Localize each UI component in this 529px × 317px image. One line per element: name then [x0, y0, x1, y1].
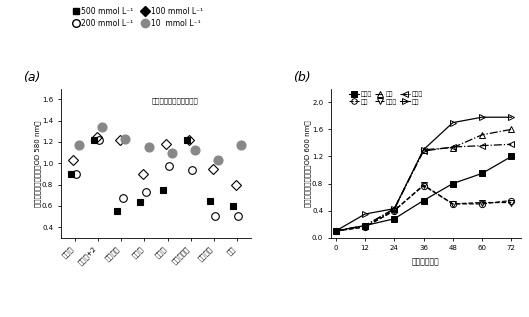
Legend: 半乳糖, 果糖, 蔗糖, 葡萄糖, 麦芽糖, 无糖: 半乳糖, 果糖, 蔗糖, 葡萄糖, 麦芽糖, 无糖: [349, 92, 423, 105]
葡萄糖: [421, 183, 427, 187]
无糖: [362, 212, 368, 216]
Y-axis label: 酵母生长动态（吸光值OD 600 nm）: 酵母生长动态（吸光值OD 600 nm）: [304, 120, 311, 207]
果糖: [333, 229, 339, 233]
麦芽糖: [362, 224, 368, 228]
半乳糖: [391, 217, 397, 221]
半乳糖: [333, 229, 339, 233]
Text: 马黊薯葡萄糖缺脂培养基: 马黊薯葡萄糖缺脂培养基: [152, 98, 198, 104]
麦芽糖: [333, 229, 339, 233]
Line: 无糖: 无糖: [333, 114, 514, 234]
果糖: [479, 202, 485, 206]
麦芽糖: [479, 144, 485, 147]
半乳糖: [479, 171, 485, 175]
半乳糖: [362, 224, 368, 228]
Line: 蔗糖: 蔗糖: [333, 126, 514, 234]
X-axis label: 时间（小时）: 时间（小时）: [412, 257, 440, 266]
Y-axis label: 酵母细胞数量（吸光值OD 580 nm）: 酵母细胞数量（吸光值OD 580 nm）: [34, 120, 41, 206]
Line: 葡萄糖: 葡萄糖: [333, 182, 514, 234]
无糖: [391, 207, 397, 210]
Line: 半乳糖: 半乳糖: [333, 153, 514, 234]
Text: (a): (a): [23, 71, 40, 84]
半乳糖: [508, 155, 515, 158]
无糖: [508, 115, 515, 119]
葡萄糖: [391, 209, 397, 213]
葡萄糖: [479, 201, 485, 204]
果糖: [508, 198, 515, 203]
葡萄糖: [508, 201, 515, 204]
Legend: 500 mmol L⁻¹, 200 mmol L⁻¹, 100 mmol L⁻¹, 10  mmol L⁻¹: 500 mmol L⁻¹, 200 mmol L⁻¹, 100 mmol L⁻¹…: [72, 7, 203, 28]
葡萄糖: [450, 202, 456, 206]
果糖: [362, 225, 368, 229]
半乳糖: [450, 182, 456, 185]
蔗糖: [479, 133, 485, 137]
果糖: [391, 209, 397, 213]
Line: 果糖: 果糖: [333, 183, 514, 234]
麦芽糖: [421, 149, 427, 153]
蔗糖: [391, 207, 397, 211]
麦芽糖: [450, 145, 456, 149]
Line: 麦芽糖: 麦芽糖: [333, 141, 514, 234]
无糖: [450, 121, 456, 125]
麦芽糖: [508, 142, 515, 146]
果糖: [421, 184, 427, 188]
蔗糖: [421, 148, 427, 152]
蔗糖: [333, 229, 339, 233]
葡萄糖: [362, 225, 368, 229]
葡萄糖: [333, 229, 339, 233]
麦芽糖: [391, 207, 397, 210]
无糖: [421, 148, 427, 152]
Text: (b): (b): [293, 71, 311, 84]
蔗糖: [362, 224, 368, 228]
蔗糖: [508, 127, 515, 131]
半乳糖: [421, 198, 427, 203]
无糖: [333, 229, 339, 233]
蔗糖: [450, 146, 456, 150]
无糖: [479, 115, 485, 119]
果糖: [450, 202, 456, 206]
